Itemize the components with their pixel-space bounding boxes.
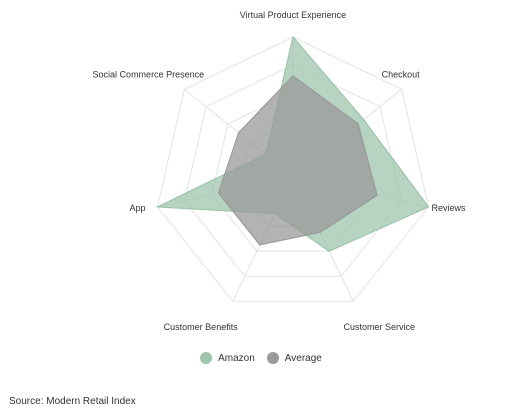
- legend-swatch-average: [266, 352, 279, 364]
- grid-ring-4: [184, 64, 402, 277]
- axis-label-virtual-product-experience: Virtual Product Experience: [240, 10, 346, 20]
- radar-chart: Virtual Product Experience Checkout Review…: [93, 10, 466, 332]
- axis-label-reviews: Reviews: [432, 203, 467, 213]
- axis-labels: Virtual Product Experience Checkout Review…: [93, 10, 466, 332]
- legend-item-average[interactable]: Average: [266, 352, 322, 364]
- grid-ring-5: [156, 36, 430, 302]
- axis-label-checkout: Checkout: [382, 69, 421, 79]
- axis-label-app: App: [129, 203, 145, 213]
- source-note: Source: Modern Retail Index: [9, 396, 136, 407]
- legend-label-average: Average: [284, 352, 322, 364]
- series-area-average[interactable]: [217, 75, 378, 246]
- axis-label-social-commerce-presence: Social Commerce Presence: [93, 69, 205, 79]
- legend-label-amazon: Amazon: [218, 352, 255, 364]
- legend-swatch-amazon: [200, 352, 213, 364]
- axis-label-customer-benefits: Customer Benefits: [164, 322, 239, 332]
- radar-series: [155, 35, 430, 252]
- axis-label-customer-service: Customer Service: [344, 322, 416, 332]
- legend: Amazon Average: [0, 352, 522, 364]
- legend-item-amazon[interactable]: Amazon: [200, 352, 255, 364]
